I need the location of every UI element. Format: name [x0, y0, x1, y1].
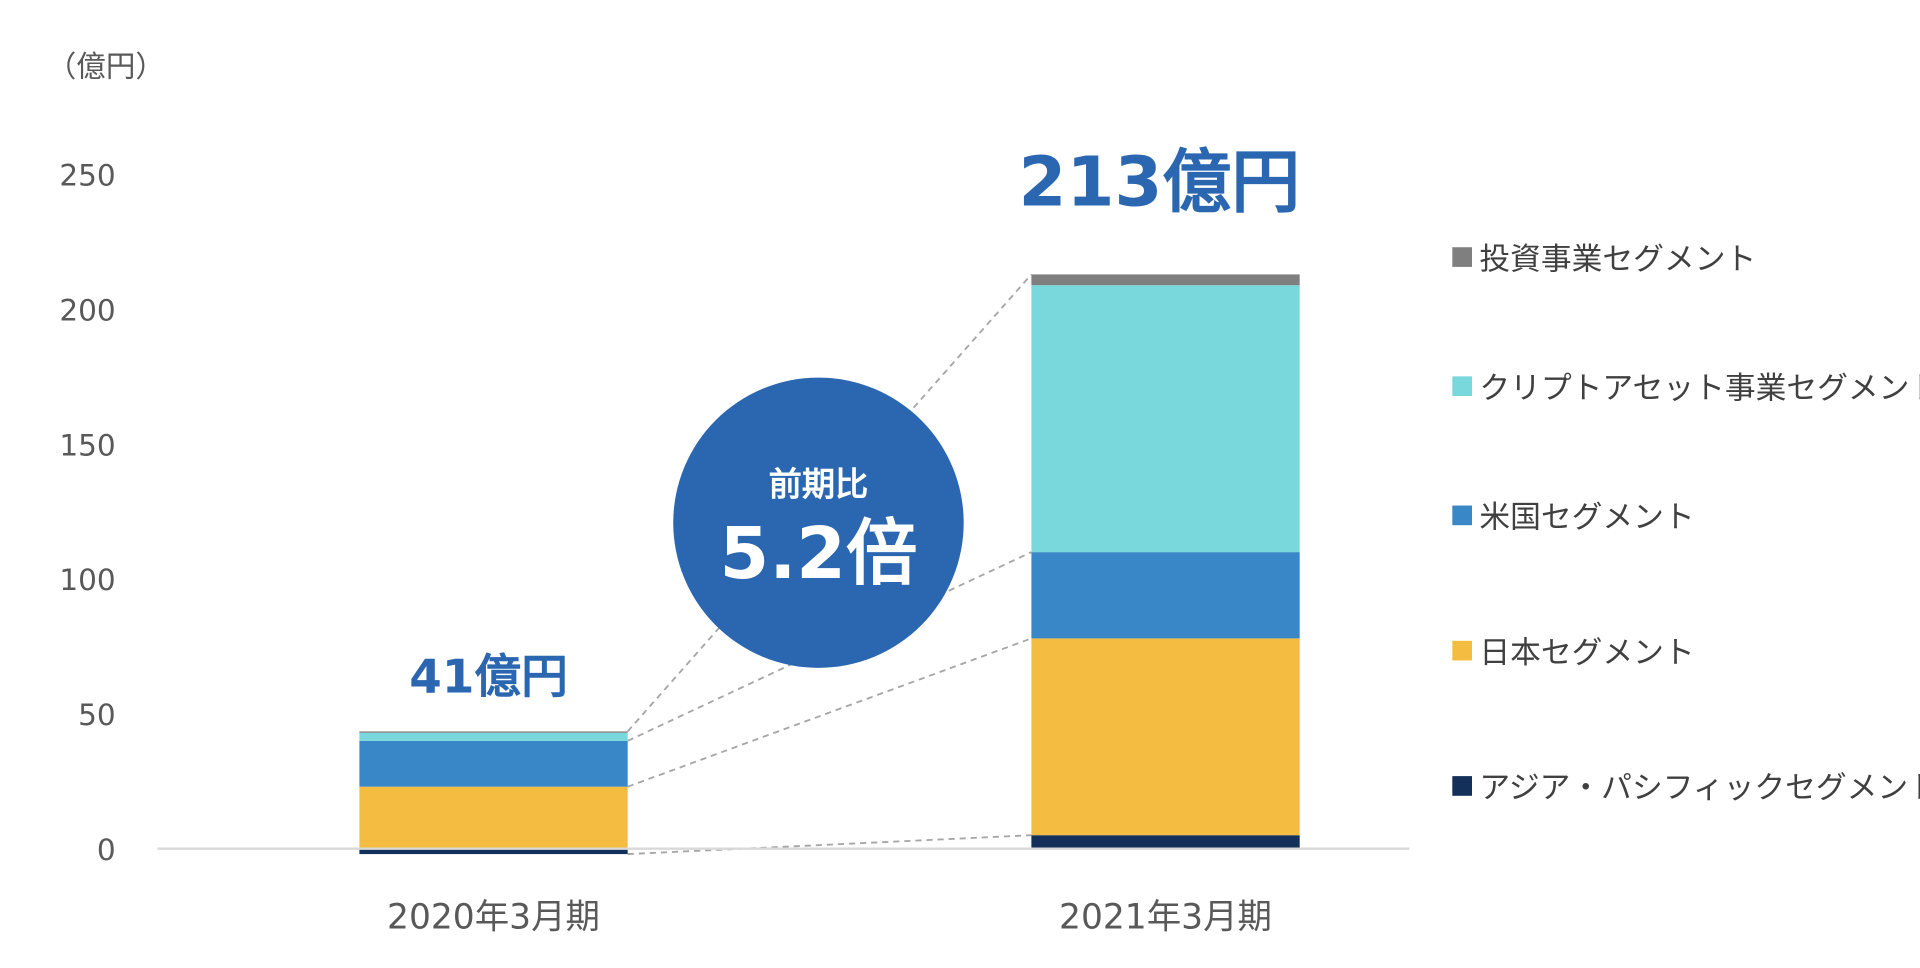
growth-callout-circle	[673, 377, 964, 668]
bar-segment	[1031, 638, 1300, 836]
bar-segment	[359, 848, 628, 855]
connector-line	[627, 834, 1032, 856]
legend-item: 日本セグメント	[1452, 635, 1695, 671]
legend-swatch	[1452, 776, 1472, 796]
legend-swatch	[1452, 247, 1472, 267]
callout-label: 前期比	[769, 465, 869, 504]
bars	[359, 274, 1300, 855]
legend-label: 日本セグメント	[1479, 635, 1694, 671]
bar-segment	[359, 732, 628, 741]
bar-segment	[359, 786, 628, 849]
legend-label: 米国セグメント	[1479, 500, 1694, 536]
connector-line	[627, 637, 1032, 788]
legend-item: 米国セグメント	[1452, 500, 1695, 536]
unit-label: （億円）	[47, 49, 165, 83]
legend-swatch	[1452, 505, 1472, 526]
legend-item: クリプトアセット事業セグメント	[1452, 371, 1920, 407]
total-label-2021: 213億円	[1019, 142, 1301, 222]
bar-segment	[1031, 274, 1300, 286]
legend-swatch	[1452, 640, 1472, 661]
x-tick-label: 2021年3月期	[1059, 898, 1272, 938]
bar-segment	[1031, 835, 1300, 849]
legend-item: 投資事業セグメント	[1452, 241, 1756, 277]
bar-segment	[1031, 285, 1300, 553]
legend-label: アジア・パシフィックセグメント	[1479, 770, 1920, 806]
y-tick-label: 150	[59, 428, 115, 462]
y-axis: 0 50 100 150 200 250	[59, 159, 115, 867]
y-tick-label: 0	[97, 833, 116, 867]
callout-value: 5.2倍	[720, 512, 918, 595]
y-tick-label: 200	[59, 294, 115, 328]
bar-segment	[359, 740, 628, 787]
legend-item: アジア・パシフィックセグメント	[1452, 770, 1920, 806]
x-tick-label: 2020年3月期	[387, 898, 600, 938]
legend-label: 投資事業セグメント	[1479, 241, 1756, 277]
y-tick-label: 50	[78, 698, 116, 732]
legend: 投資事業セグメントクリプトアセット事業セグメント米国セグメント日本セグメントアジ…	[1452, 241, 1920, 806]
legend-label: クリプトアセット事業セグメント	[1479, 371, 1920, 407]
legend-swatch	[1452, 376, 1472, 397]
y-tick-label: 250	[59, 159, 115, 193]
y-tick-label: 100	[59, 563, 115, 597]
bar-segment	[359, 731, 628, 733]
bar-segment	[1031, 552, 1300, 639]
total-label-2020: 41億円	[409, 650, 568, 704]
